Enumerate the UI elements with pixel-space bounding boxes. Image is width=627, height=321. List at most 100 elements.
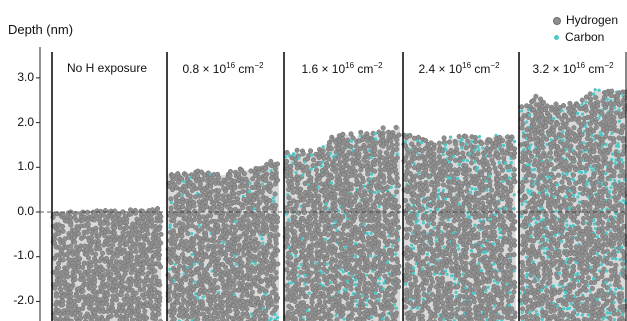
hydrogen-atom	[527, 256, 533, 262]
hydrogen-atom	[426, 286, 432, 293]
hydrogen-atom	[239, 247, 246, 253]
hydrogen-atom	[348, 186, 354, 192]
hydrogen-atom	[384, 256, 390, 262]
carbon-atom	[416, 306, 420, 310]
hydrogen-atom	[344, 295, 350, 301]
hydrogen-atom	[340, 214, 346, 220]
hydrogen-atom	[554, 189, 561, 195]
hydrogen-atom	[381, 193, 387, 199]
hydrogen-atom	[312, 214, 319, 220]
hydrogen-atom	[496, 171, 502, 177]
hydrogen-atom	[324, 256, 330, 262]
hydrogen-atom	[143, 248, 149, 255]
hydrogen-atom	[112, 238, 118, 244]
hydrogen-atom	[436, 245, 442, 251]
hydrogen-atom	[583, 270, 589, 276]
hydrogen-atom	[89, 318, 95, 321]
hydrogen-atom	[423, 183, 429, 189]
hydrogen-atom	[491, 287, 497, 293]
hydrogen-atom	[269, 175, 275, 181]
carbon-atom	[460, 146, 464, 150]
hydrogen-atom	[216, 188, 222, 194]
hydrogen-atom	[235, 258, 241, 264]
hydrogen-atom	[394, 146, 400, 152]
hydrogen-atom	[403, 235, 410, 241]
y-tick-label: -1.0	[13, 248, 34, 262]
carbon-atom	[168, 226, 172, 230]
hydrogen-atom	[463, 134, 469, 140]
hydrogen-atom	[492, 311, 498, 317]
hydrogen-atom	[350, 135, 356, 141]
hydrogen-atom	[463, 176, 469, 182]
hydrogen-atom	[336, 221, 342, 227]
hydrogen-atom	[117, 225, 123, 231]
hydrogen-atom	[195, 173, 201, 179]
hydrogen-atom	[285, 309, 291, 316]
hydrogen-atom	[531, 173, 537, 179]
hydrogen-atom	[543, 179, 549, 185]
carbon-atom	[260, 237, 264, 241]
carbon-atom	[411, 271, 416, 275]
hydrogen-atom	[420, 206, 426, 212]
hydrogen-atom	[68, 285, 74, 291]
hydrogen-atom	[503, 269, 509, 275]
hydrogen-atom	[389, 232, 395, 238]
hydrogen-atom	[507, 309, 513, 315]
hydrogen-atom	[77, 311, 83, 317]
hydrogen-atom	[292, 299, 298, 305]
hydrogen-atom	[507, 206, 513, 212]
hydrogen-atom	[466, 167, 472, 173]
hydrogen-atom	[219, 243, 225, 249]
carbon-atom	[349, 139, 354, 143]
carbon-atom	[342, 317, 346, 321]
hydrogen-atom	[372, 147, 378, 153]
hydrogen-atom	[171, 231, 177, 237]
hydrogen-atom	[340, 226, 346, 232]
hydrogen-atom	[243, 230, 250, 236]
hydrogen-atom	[284, 283, 290, 289]
hydrogen-atom	[183, 277, 189, 283]
hydrogen-atom	[114, 297, 120, 303]
hydrogen-atom	[576, 307, 582, 313]
carbon-atom	[325, 262, 329, 266]
hydrogen-atom	[292, 265, 298, 271]
hydrogen-atom	[255, 224, 261, 230]
carbon-atom	[492, 262, 496, 266]
hydrogen-atom	[305, 202, 311, 208]
hydrogen-atom	[104, 216, 110, 223]
hydrogen-atom	[540, 255, 546, 261]
hydrogen-atom	[211, 234, 217, 240]
hydrogen-atom	[411, 316, 417, 321]
carbon-atom	[470, 186, 474, 191]
hydrogen-atom	[487, 148, 493, 154]
hydrogen-atom	[192, 216, 198, 222]
hydrogen-atom	[471, 299, 477, 305]
hydrogen-atom	[583, 156, 589, 163]
hydrogen-atom	[439, 240, 445, 246]
hydrogen-atom	[245, 192, 251, 198]
carbon-atom	[446, 218, 450, 222]
hydrogen-atom	[239, 280, 246, 286]
hydrogen-atom	[148, 299, 154, 305]
hydrogen-atom	[235, 309, 241, 316]
hydrogen-atom	[532, 295, 538, 301]
hydrogen-atom	[576, 282, 582, 288]
hydrogen-atom	[210, 247, 216, 253]
hydrogen-atom	[96, 233, 102, 239]
hydrogen-atom	[519, 187, 525, 194]
hydrogen-atom	[591, 187, 597, 193]
hydrogen-atom	[470, 287, 476, 293]
hydrogen-atom	[475, 151, 481, 157]
hydrogen-atom	[199, 248, 205, 254]
carbon-atom	[488, 174, 492, 178]
hydrogen-atom	[487, 263, 493, 269]
carbon-atom	[485, 188, 489, 192]
hydrogen-atom	[559, 234, 566, 240]
hydrogen-atom	[431, 155, 437, 161]
carbon-atom	[473, 148, 477, 152]
carbon-atom	[168, 267, 172, 271]
hydrogen-atom	[200, 285, 206, 291]
hydrogen-atom	[196, 291, 202, 297]
hydrogen-atom	[98, 208, 104, 214]
hydrogen-atom	[435, 181, 441, 187]
